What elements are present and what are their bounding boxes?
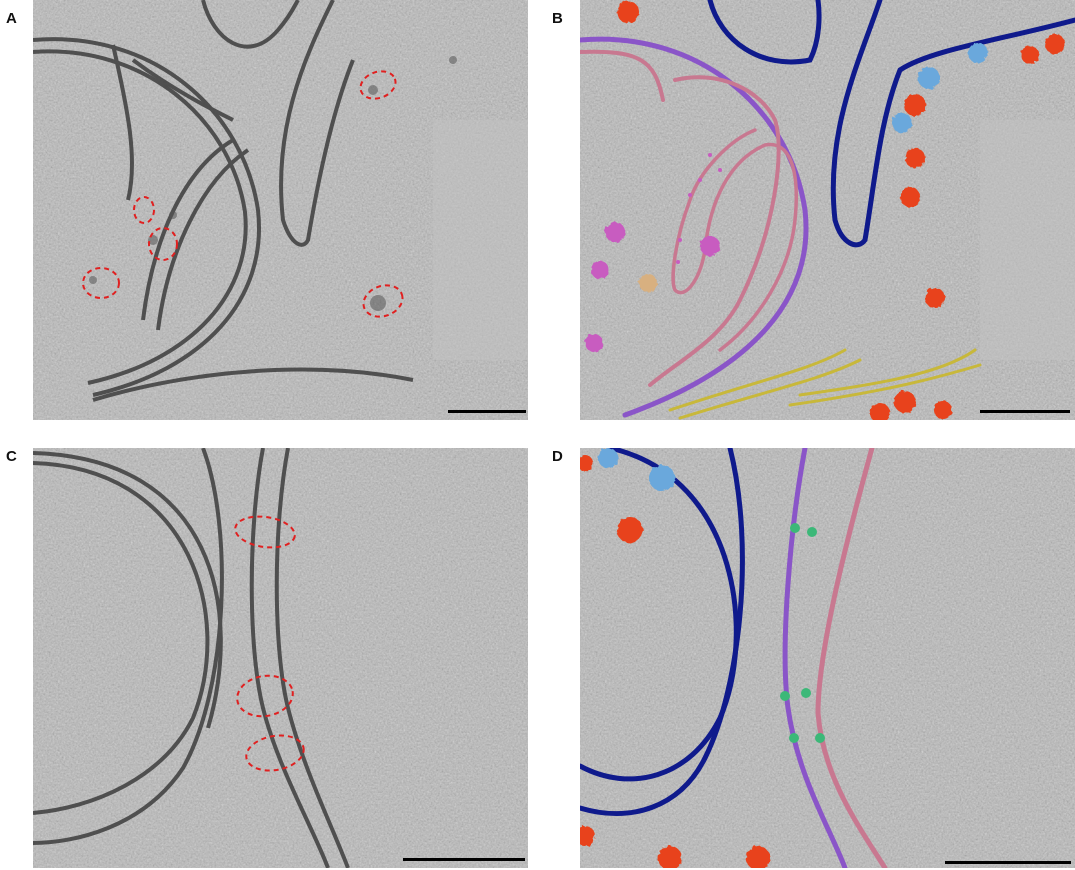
panel-b-image: [580, 0, 1075, 420]
membranes-b: [580, 0, 1075, 420]
panel-c-image: [33, 448, 528, 868]
panel-d-image: [580, 448, 1075, 868]
ribosomes-d: [580, 448, 770, 868]
tethers-d: [780, 523, 825, 743]
scale-bar-c: [403, 858, 525, 861]
granules-a: [89, 56, 457, 311]
scale-bar-a: [448, 410, 526, 413]
membranes-a: [33, 0, 414, 402]
panel-b-segmentation: [580, 0, 1075, 420]
scale-bar-d: [945, 861, 1071, 864]
annotation-ellipses-a: [82, 70, 404, 318]
annotation-ellipses-c: [234, 515, 305, 772]
panel-label-b: B: [552, 10, 563, 27]
ribosomes-b: [585, 1, 1065, 420]
cytoplasm-region-a: [433, 120, 528, 360]
panel-c-tomogram: [33, 448, 528, 868]
panel-a-tomogram: [33, 0, 528, 420]
membranes-c: [33, 448, 350, 868]
panel-label-d: D: [552, 448, 563, 465]
scale-bar-b: [980, 410, 1070, 413]
panel-label-a: A: [6, 10, 17, 27]
panel-a-image: [33, 0, 528, 420]
panel-d-segmentation: [580, 448, 1075, 868]
small-particles-b: [676, 153, 722, 264]
panel-label-c: C: [6, 448, 17, 465]
